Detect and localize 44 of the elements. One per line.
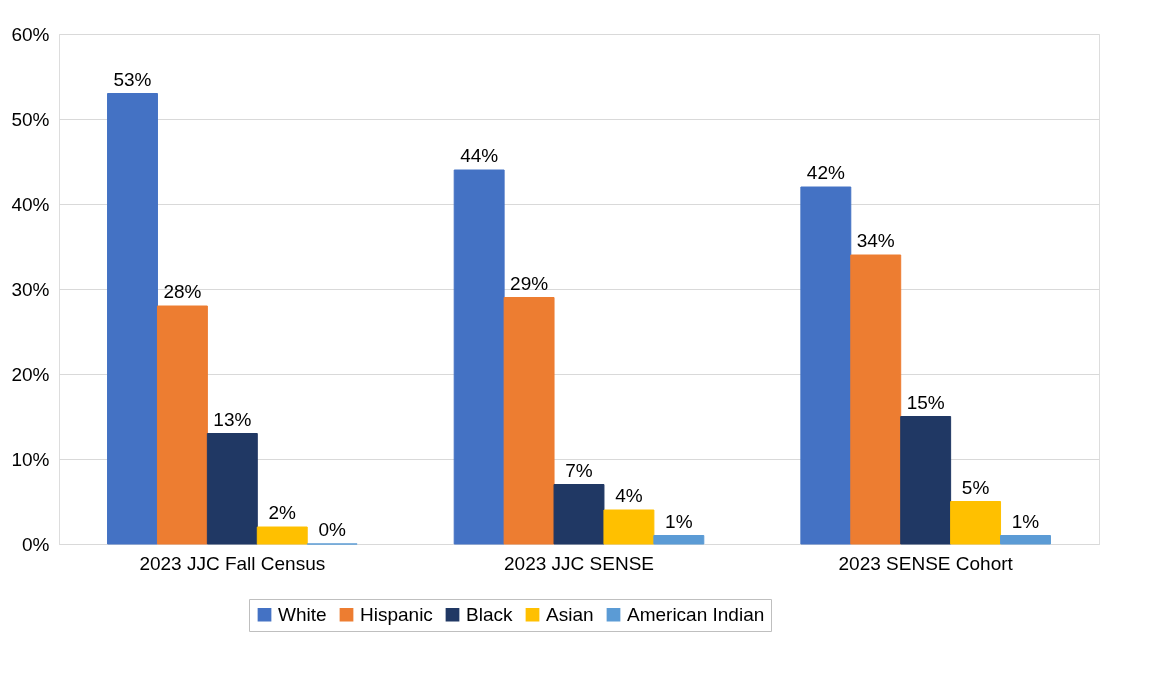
y-tick-label: 10%	[11, 448, 50, 470]
bar	[156, 305, 208, 545]
bar	[950, 501, 1002, 545]
x-tick-label: 2023 JJC Fall Census	[139, 552, 326, 574]
data-label: 34%	[856, 230, 895, 251]
legend-label: American Indian	[627, 603, 765, 625]
data-label: 53%	[113, 68, 152, 90]
data-label: 44%	[460, 145, 499, 166]
bar	[256, 526, 308, 545]
data-label: 1%	[1011, 510, 1040, 532]
bar	[206, 433, 258, 545]
legend-label: Asian	[546, 603, 594, 625]
data-label: 13%	[213, 408, 252, 430]
data-label: 2%	[268, 502, 297, 523]
data-label: 42%	[806, 162, 845, 183]
bar	[107, 93, 158, 545]
data-label: 4%	[615, 485, 643, 506]
bar	[603, 509, 655, 545]
bar	[653, 535, 705, 545]
data-label: 28%	[163, 281, 202, 302]
bar	[900, 416, 952, 545]
data-label: 1%	[665, 510, 693, 532]
legend-label: White	[278, 603, 327, 625]
bar	[1000, 535, 1051, 545]
legend-label: Black	[466, 603, 513, 625]
y-tick-label: 0%	[22, 533, 50, 555]
bar	[850, 254, 902, 545]
bar	[503, 297, 555, 545]
data-label: 29%	[510, 272, 549, 294]
y-tick-label: 20%	[11, 363, 50, 385]
legend-label: Hispanic	[360, 603, 433, 625]
x-tick-label: 2023 JJC SENSE	[504, 552, 654, 574]
data-label: 5%	[961, 476, 990, 498]
y-tick-label: 30%	[11, 278, 50, 300]
y-tick-label: 50%	[11, 108, 50, 130]
y-tick-label: 40%	[11, 193, 50, 215]
bar	[800, 186, 852, 545]
bar	[553, 484, 605, 545]
data-label: 0%	[318, 519, 347, 540]
x-tick-label: 2023 SENSE Cohort	[838, 552, 1014, 574]
data-label: 7%	[565, 459, 593, 481]
data-label: 15%	[906, 391, 945, 413]
bar	[453, 169, 505, 545]
y-tick-label: 60%	[11, 23, 50, 45]
